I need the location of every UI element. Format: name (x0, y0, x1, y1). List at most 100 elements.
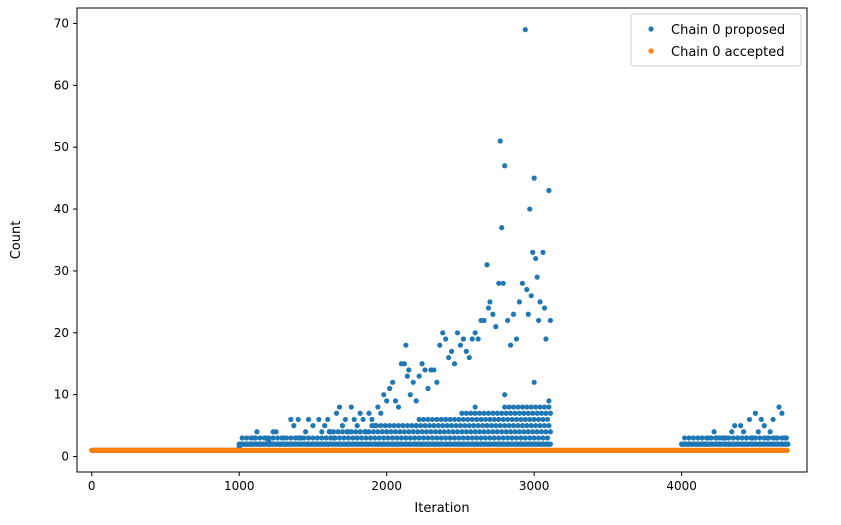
proposed-point (468, 410, 474, 416)
proposed-point (699, 435, 705, 441)
proposed-point (499, 410, 505, 416)
y-tick-label: 0 (61, 450, 69, 464)
proposed-point (525, 311, 531, 317)
x-tick-label: 4000 (666, 479, 697, 493)
proposed-point (370, 429, 377, 435)
proposed-point (537, 404, 543, 410)
proposed-point (456, 416, 462, 423)
proposed-point (403, 435, 409, 441)
proposed-point (415, 429, 421, 435)
proposed-point (443, 336, 449, 342)
proposed-point (389, 435, 396, 441)
proposed-point (366, 410, 372, 416)
legend-label-proposed: Chain 0 proposed (671, 23, 785, 38)
proposed-point (279, 435, 285, 441)
proposed-point (357, 429, 363, 435)
proposed-point (479, 423, 486, 429)
legend-marker-accepted (648, 48, 654, 54)
proposed-point (518, 416, 524, 423)
proposed-point (527, 416, 533, 423)
proposed-point (451, 416, 458, 423)
y-tick-label: 70 (54, 16, 69, 30)
proposed-point (336, 404, 343, 410)
proposed-point (533, 404, 539, 410)
proposed-point (488, 423, 495, 429)
proposed-point (507, 342, 514, 348)
proposed-point (482, 435, 489, 441)
proposed-point (530, 410, 536, 416)
proposed-point (373, 423, 379, 429)
y-tick-label: 60 (54, 78, 69, 92)
proposed-point (406, 429, 412, 435)
legend-box (630, 13, 802, 67)
proposed-point (748, 435, 754, 441)
proposed-point (481, 429, 487, 435)
proposed-point (434, 379, 440, 385)
proposed-point (434, 435, 440, 441)
proposed-point (322, 423, 328, 429)
proposed-point (336, 435, 343, 441)
proposed-point (469, 435, 475, 441)
proposed-point (360, 416, 366, 423)
proposed-point (472, 330, 478, 336)
proposed-point (527, 435, 533, 441)
proposed-point (413, 423, 419, 429)
proposed-point (403, 342, 409, 348)
proposed-point (538, 410, 545, 416)
proposed-point (302, 429, 309, 435)
proposed-point (453, 423, 459, 429)
proposed-point (761, 423, 767, 429)
proposed-point (513, 435, 520, 441)
proposed-point (425, 385, 431, 392)
proposed-point (333, 410, 340, 416)
proposed-point (463, 410, 469, 416)
proposed-point (407, 392, 413, 398)
x-tick-label: 1000 (224, 479, 255, 493)
proposed-point (767, 429, 773, 435)
proposed-point (475, 423, 481, 429)
proposed-point (397, 429, 403, 435)
proposed-point (457, 423, 464, 429)
proposed-point (465, 416, 471, 423)
proposed-point (547, 429, 553, 435)
proposed-point (484, 262, 490, 268)
proposed-point (766, 435, 772, 441)
proposed-point (518, 435, 524, 441)
proposed-point (382, 423, 388, 429)
proposed-point (506, 423, 512, 429)
proposed-point (738, 423, 744, 429)
x-axis-label: Iteration (414, 501, 469, 516)
proposed-point (503, 429, 509, 435)
axes-frame (76, 7, 808, 473)
proposed-point (460, 336, 466, 342)
proposed-point (735, 435, 741, 441)
proposed-point (466, 354, 472, 361)
proposed-point (686, 435, 692, 441)
proposed-point (484, 423, 490, 429)
proposed-point (487, 435, 493, 441)
proposed-point (524, 286, 530, 293)
proposed-point (477, 429, 483, 435)
proposed-point (546, 187, 552, 194)
proposed-point (515, 423, 521, 429)
proposed-point (420, 435, 427, 441)
proposed-point (537, 423, 543, 429)
proposed-point (378, 410, 384, 416)
proposed-point (695, 435, 701, 441)
proposed-point (783, 435, 789, 441)
proposed-point (487, 416, 493, 423)
proposed-point (369, 423, 375, 429)
proposed-point (494, 429, 500, 435)
proposed-point (481, 410, 487, 416)
proposed-point (531, 435, 537, 441)
proposed-point (543, 429, 549, 435)
y-axis: 0 10 20 30 40 50 60 70 (54, 16, 77, 464)
proposed-point (474, 416, 480, 423)
proposed-point (314, 435, 320, 441)
proposed-point (454, 429, 461, 435)
proposed-point (413, 398, 419, 404)
proposed-point (288, 435, 294, 441)
proposed-point (779, 410, 785, 416)
proposed-point (342, 416, 349, 423)
proposed-point (535, 435, 542, 441)
